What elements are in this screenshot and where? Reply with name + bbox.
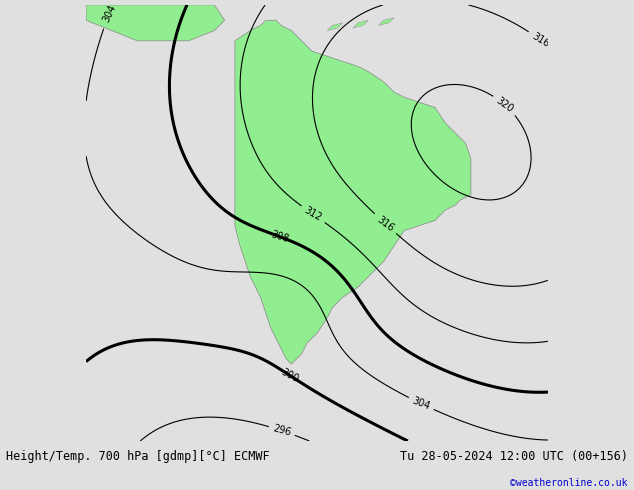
Text: Tu 28-05-2024 12:00 UTC (00+156): Tu 28-05-2024 12:00 UTC (00+156): [399, 450, 628, 463]
Text: 304: 304: [101, 3, 117, 24]
Text: 296: 296: [271, 423, 292, 438]
Text: 300: 300: [279, 367, 300, 384]
Text: ©weatheronline.co.uk: ©weatheronline.co.uk: [510, 478, 628, 488]
Polygon shape: [235, 20, 471, 364]
Text: Height/Temp. 700 hPa [gdmp][°C] ECMWF: Height/Temp. 700 hPa [gdmp][°C] ECMWF: [6, 450, 270, 463]
Text: 308: 308: [270, 229, 290, 245]
Text: 316: 316: [530, 31, 551, 49]
Text: 320: 320: [495, 96, 515, 114]
Polygon shape: [86, 5, 224, 41]
Polygon shape: [353, 20, 368, 28]
Text: 316: 316: [375, 214, 396, 233]
Polygon shape: [378, 18, 394, 25]
Polygon shape: [327, 23, 342, 30]
Text: 312: 312: [302, 205, 323, 223]
Text: 304: 304: [411, 395, 432, 412]
